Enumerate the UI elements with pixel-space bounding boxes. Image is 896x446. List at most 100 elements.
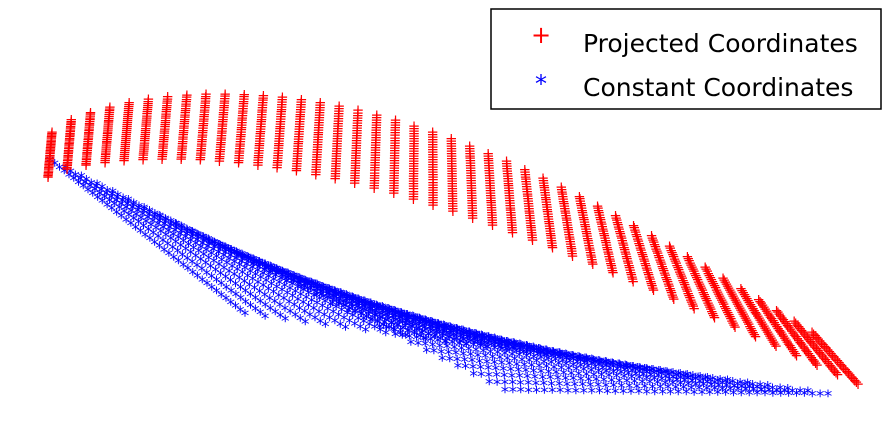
constant-point: * [424,327,433,347]
constant-point: * [296,274,305,294]
constant-point: * [612,358,621,378]
constant-point: * [368,312,377,332]
constant-point: * [173,244,182,264]
constant-point: * [576,351,585,371]
constant-point: * [107,190,116,210]
constant-point: * [215,258,224,278]
constant-point: * [628,364,637,384]
projected-point: + [368,179,381,197]
constant-point: * [113,190,122,210]
constant-point: * [323,290,332,310]
constant-point: * [602,358,611,378]
constant-point: * [354,292,363,312]
constant-point: * [456,335,465,355]
constant-point: * [290,272,299,292]
constant-point: * [499,362,508,382]
constant-point: * [332,293,341,313]
constant-point: * [232,245,241,265]
constant-point: * [272,266,281,286]
constant-point: * [290,298,299,318]
constant-point: * [517,383,526,403]
constant-point: * [179,258,188,278]
constant-point: * [275,275,284,295]
constant-point: * [108,202,117,222]
legend-marker-constant: * [535,70,547,98]
constant-point: * [562,348,571,368]
constant-point: * [507,363,516,383]
constant-point: * [131,220,140,240]
constant-point: * [653,376,662,396]
constant-point: * [319,285,328,305]
constant-point: * [493,346,502,366]
constant-point: * [661,376,670,396]
constant-point: * [134,215,143,235]
constant-point: * [602,365,611,385]
constant-point: * [193,227,202,247]
constant-point: * [385,303,394,323]
constant-point: * [530,341,539,361]
constant-point: * [587,357,596,377]
constant-point: * [500,369,509,389]
constant-point: * [150,211,159,231]
constant-point: * [655,364,664,384]
constant-point: * [351,305,360,325]
constant-point: * [453,322,462,342]
constant-point: * [415,315,424,335]
constant-point: * [394,318,403,338]
constant-point: * [87,176,96,196]
projected-point: + [627,272,640,290]
constant-point: * [372,298,381,318]
constant-point: * [507,336,516,356]
constant-point: * [622,358,631,378]
constant-point: * [299,273,308,293]
constant-point: * [337,288,346,308]
constant-point: * [92,179,101,199]
constant-point: * [194,231,203,251]
constant-point: * [426,315,435,335]
constant-point: * [509,336,518,356]
constant-point: * [658,385,667,405]
constant-point: * [396,305,405,325]
projected-point: + [647,281,660,299]
constant-point: * [449,328,458,348]
constant-point: * [125,208,134,228]
constant-point: * [486,345,495,365]
constant-point: * [572,384,581,404]
constant-point: * [278,269,287,289]
constant-point: * [188,225,197,245]
constant-point: * [573,355,582,375]
constant-point: * [684,377,693,397]
constant-point: * [453,325,462,345]
constant-point: * [210,239,219,259]
constant-point: * [611,384,620,404]
constant-point: * [491,332,500,352]
constant-point: * [509,383,518,403]
constant-point: * [726,376,735,396]
constant-point: * [383,302,392,322]
constant-point: * [496,341,505,361]
constant-point: * [270,272,279,292]
constant-point: * [302,290,311,310]
constant-point: * [544,352,553,372]
constant-point: * [394,306,403,326]
constant-point: * [313,277,322,297]
constant-point: * [632,367,641,387]
constant-point: * [144,222,153,242]
constant-point: * [490,338,499,358]
constant-point: * [695,374,704,394]
constant-point: * [176,227,185,247]
constant-point: * [343,292,352,312]
constant-point: * [516,376,525,396]
constant-point: * [300,305,309,325]
constant-point: * [646,375,655,395]
constant-point: * [117,197,126,217]
constant-point: * [221,270,230,290]
constant-point: * [457,323,466,343]
constant-point: * [97,183,106,203]
constant-point: * [156,210,165,230]
constant-point: * [518,353,527,373]
constant-point: * [242,250,251,270]
constant-point: * [385,304,394,324]
constant-point: * [329,293,338,313]
constant-point: * [214,246,223,266]
